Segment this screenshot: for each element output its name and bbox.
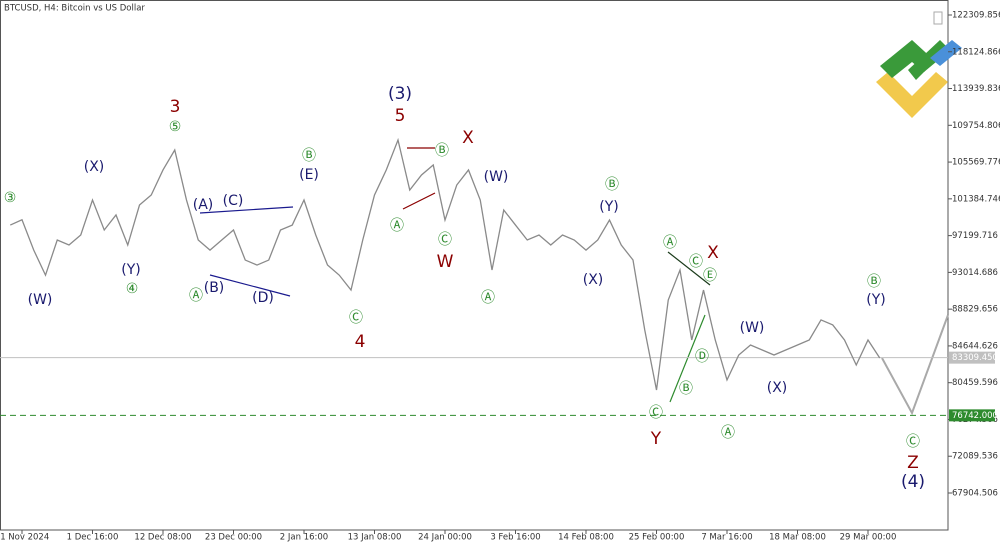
wave-label: Ⓑ (435, 143, 449, 159)
wave-label: (D) (252, 290, 274, 306)
wave-label: (4) (901, 472, 925, 492)
wave-label: Ⓒ (438, 232, 452, 248)
wave-label: (3) (388, 84, 412, 104)
x-tick-label: 1 Dec 16:00 (67, 533, 119, 543)
wave-label: 3 (170, 97, 181, 117)
y-tick-label: 72089.536 (952, 452, 998, 462)
x-tick-label: 29 Mar 00:00 (840, 533, 897, 543)
y-tick-label: 122309.856 (952, 10, 1000, 20)
wave-label: Ⓒ (649, 405, 663, 421)
wave-label: Y (650, 429, 662, 449)
wave-label: (W) (28, 292, 53, 308)
x-tick-label: 2 Jan 16:00 (280, 533, 328, 543)
wave-label: 4 (355, 332, 366, 352)
wave-label: Ⓓ (695, 349, 709, 365)
wave-label: (A) (193, 197, 214, 213)
x-tick-label: 3 Feb 16:00 (490, 533, 540, 543)
wave-label: ⑤ (169, 119, 182, 135)
wave-label: Ⓐ (663, 235, 677, 251)
y-tick-label: 113939.836 (952, 84, 1000, 94)
wave-label: (Y) (866, 292, 885, 308)
wave-label: (W) (484, 169, 509, 185)
y-tick-label: 84644.626 (952, 341, 998, 351)
wave-label: Ⓐ (721, 425, 735, 441)
price-line-series (9, 137, 881, 391)
trend-lines (199, 147, 949, 416)
x-tick-label: 25 Feb 00:00 (629, 533, 685, 543)
y-tick-label: 80459.596 (952, 378, 998, 388)
wave-label: 5 (395, 106, 406, 126)
wave-label: Ⓑ (867, 274, 881, 290)
wave-label: Ⓑ (605, 177, 619, 193)
x-tick-label: 23 Dec 00:00 (205, 533, 262, 543)
price-label: 76742.000 (952, 411, 998, 421)
scroll-button[interactable] (933, 11, 943, 25)
y-tick-label: 88829.656 (952, 305, 998, 315)
wave-label: Ⓑ (302, 148, 316, 164)
wave-label: (C) (223, 193, 244, 209)
wave-label: Ⓒ (689, 254, 703, 270)
wave-label: Z (907, 453, 919, 473)
wave-label: (X) (84, 159, 105, 175)
x-tick-label: 13 Jan 08:00 (348, 533, 402, 543)
wave-label: Ⓑ (679, 381, 693, 397)
x-tick-label: 12 Dec 08:00 (134, 533, 191, 543)
y-tick-label: 118124.866 (952, 47, 1000, 57)
wave-label: Ⓐ (189, 288, 203, 304)
price-label-box (949, 351, 995, 364)
x-tick-label: 14 Feb 08:00 (558, 533, 614, 543)
wave-label: Ⓒ (906, 434, 920, 450)
wave-label: X (707, 243, 719, 263)
wave-label: (Y) (121, 262, 140, 278)
y-tick-label: 105569.776 (952, 158, 1000, 168)
y-tick-label: 101384.746 (952, 194, 1000, 204)
y-tick-label: 93014.686 (952, 268, 998, 278)
chart-title: BTCUSD, H4: Bitcoin vs US Dollar (4, 4, 145, 14)
price-label: 83309.450 (952, 353, 998, 363)
wave-label: (X) (583, 272, 604, 288)
price-label-box (949, 409, 995, 422)
wave-label: ③ (4, 190, 17, 206)
x-tick-label: 24 Jan 00:00 (418, 533, 472, 543)
wave-label: X (462, 128, 474, 148)
y-tick-label: 67904.506 (952, 488, 998, 498)
wave-label: Ⓔ (703, 268, 717, 284)
wave-label: ④ (126, 281, 139, 297)
wave-label: (W) (740, 320, 765, 336)
wave-label: W (437, 252, 454, 272)
y-tick-label: 97199.716 (952, 231, 998, 241)
wave-label: (B) (204, 280, 225, 296)
plot-frame (0, 0, 949, 531)
wave-label: (X) (767, 380, 788, 396)
wave-label: Ⓐ (390, 218, 404, 234)
wave-label: (Y) (599, 199, 618, 215)
y-tick-label: 109754.806 (952, 121, 1000, 131)
wave-label: Ⓐ (481, 290, 495, 306)
wave-label: (E) (299, 167, 319, 183)
x-tick-label: 7 Mar 16:00 (701, 533, 752, 543)
x-tick-label: 18 Mar 08:00 (769, 533, 826, 543)
logo (876, 40, 962, 118)
wave-label: Ⓒ (349, 310, 363, 326)
x-tick-label: 21 Nov 2024 (0, 533, 49, 543)
